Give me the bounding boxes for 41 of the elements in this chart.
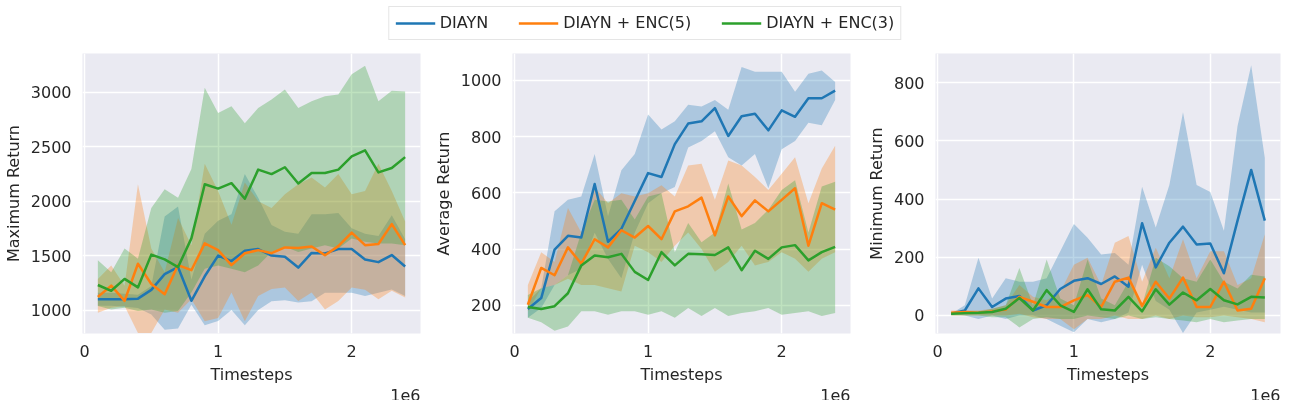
y-axis-title: Minimum Return [866, 127, 886, 260]
line-series [949, 287, 1267, 315]
y-tick-label: 200 [893, 248, 925, 268]
y-tick-label: 200 [470, 296, 502, 316]
y-tick-label: 2000 [30, 192, 72, 212]
x-tick-label: 2 [776, 341, 787, 361]
y-tick-label: 1000 [460, 71, 502, 91]
x-tick-label: 0 [932, 341, 943, 361]
y-tick-label: 0 [914, 306, 925, 326]
text: 1e6 [1250, 385, 1281, 405]
x-tick-label: 0 [509, 341, 520, 361]
x-axis-title: Timesteps [639, 364, 723, 384]
legend-label: DIAYN + ENC(3) [766, 13, 895, 32]
legend-label: DIAYN [439, 13, 489, 32]
y-tick-label: 600 [893, 131, 925, 151]
y-tick-label: 400 [470, 240, 502, 260]
x-tick-label: 2 [1205, 341, 1216, 361]
y-tick-label: 1000 [30, 301, 72, 321]
legend-label: DIAYN + ENC(5) [563, 13, 692, 32]
text: 1e6 [390, 385, 421, 405]
y-tick-label: 2500 [30, 137, 72, 157]
line-series [526, 187, 837, 307]
x-tick-label: 2 [346, 341, 357, 361]
y-tick-label: 600 [470, 183, 502, 203]
x-tick-label: 1 [213, 341, 224, 361]
y-axis-title: Maximum Return [3, 124, 23, 263]
x-tick-label: 0 [79, 341, 90, 361]
line-series [96, 222, 407, 303]
y-tick-label: 800 [470, 127, 502, 147]
text: 1e6 [820, 385, 851, 405]
y-tick-label: 800 [893, 73, 925, 93]
x-tick-label: 1 [1068, 341, 1080, 361]
y-axis-title: Average Return [433, 131, 453, 256]
y-tick-label: 400 [893, 190, 925, 210]
line-series [96, 149, 407, 293]
x-tick-label: 1 [643, 341, 654, 361]
y-tick-label: 1500 [30, 246, 72, 266]
x-axis-title: Timesteps [1065, 364, 1150, 384]
y-tick-label: 3000 [30, 83, 72, 103]
line-series [526, 243, 837, 311]
x-axis-title: Timesteps [209, 364, 293, 384]
